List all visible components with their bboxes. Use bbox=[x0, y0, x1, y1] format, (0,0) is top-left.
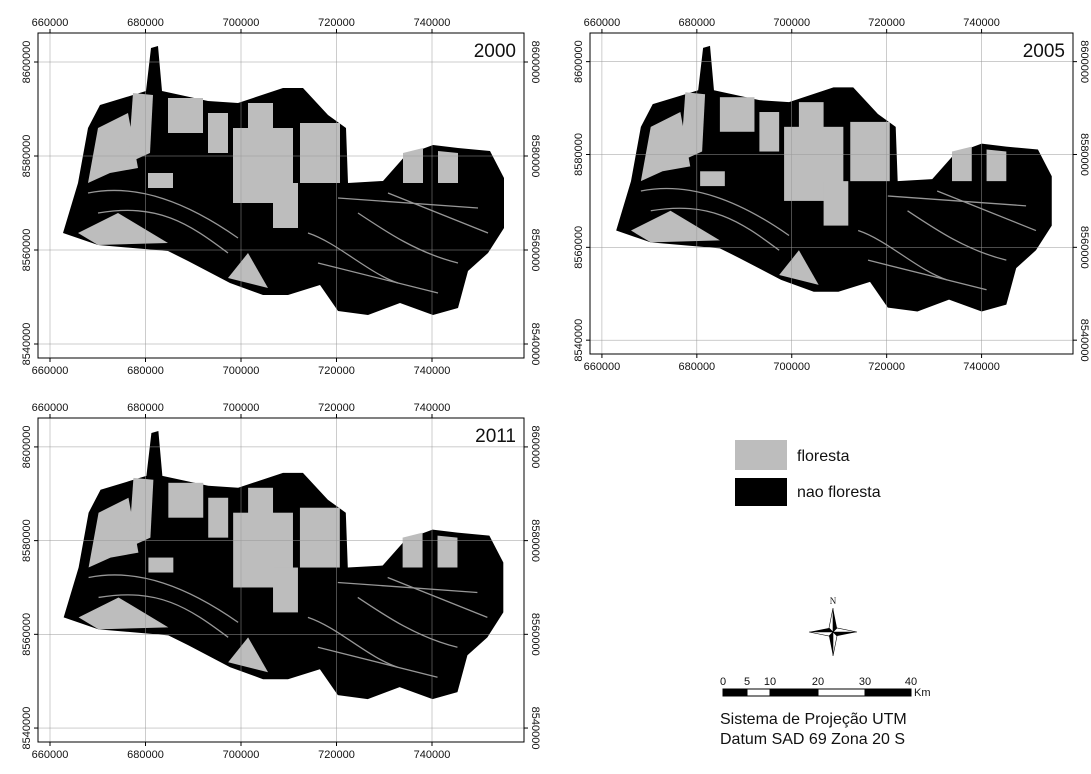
page: {"panels":[ {"year":"2000","x_ticks":["6… bbox=[0, 0, 1091, 774]
x-tick-label: 660000 bbox=[32, 402, 69, 414]
x-tick-label: 660000 bbox=[32, 749, 69, 761]
y-tick-label: 8540000 bbox=[573, 319, 585, 362]
x-tick-label: 680000 bbox=[678, 17, 715, 29]
y-tick-label: 8580000 bbox=[21, 135, 33, 178]
scale-label: 20 bbox=[812, 676, 824, 688]
y-tick-label: 8560000 bbox=[1078, 226, 1090, 269]
year-label: 2011 bbox=[475, 426, 516, 447]
y-tick-label: 8600000 bbox=[21, 41, 33, 84]
x-tick-label: 700000 bbox=[773, 17, 810, 29]
x-tick-label: 740000 bbox=[963, 17, 1000, 29]
x-tick-label: 680000 bbox=[127, 749, 164, 761]
y-tick-label: 8540000 bbox=[529, 707, 541, 750]
x-tick-label: 740000 bbox=[963, 361, 1000, 373]
x-tick-label: 660000 bbox=[584, 17, 621, 29]
year-label: 2000 bbox=[474, 41, 516, 62]
y-tick-label: 8580000 bbox=[529, 519, 541, 562]
map-panel: 660000 660000 680000 680000 700000 700000 7200… bbox=[573, 17, 1090, 373]
map-panel: 660000 660000 680000 680000 700000 700000 7200… bbox=[21, 17, 541, 377]
y-tick-label: 8540000 bbox=[1078, 319, 1090, 362]
x-tick-label: 700000 bbox=[223, 402, 260, 414]
y-tick-label: 8600000 bbox=[573, 40, 585, 83]
scale-label: 30 bbox=[859, 676, 871, 688]
legend-label: floresta bbox=[797, 448, 850, 465]
x-tick-label: 660000 bbox=[32, 17, 69, 29]
y-tick-label: 8600000 bbox=[21, 425, 33, 468]
x-tick-label: 700000 bbox=[223, 749, 260, 761]
y-tick-label: 8580000 bbox=[21, 519, 33, 562]
scale-label: 5 bbox=[744, 676, 750, 688]
x-tick-label: 660000 bbox=[584, 361, 621, 373]
scale-label: 10 bbox=[764, 676, 776, 688]
map-shape bbox=[64, 431, 504, 699]
y-tick-label: 8560000 bbox=[573, 226, 585, 269]
legend-swatch bbox=[735, 478, 787, 506]
y-tick-label: 8540000 bbox=[21, 707, 33, 750]
x-tick-label: 700000 bbox=[223, 365, 260, 377]
x-tick-label: 740000 bbox=[414, 17, 451, 29]
y-tick-label: 8580000 bbox=[573, 133, 585, 176]
y-tick-label: 8560000 bbox=[21, 613, 33, 656]
x-tick-label: 740000 bbox=[414, 402, 451, 414]
scale-bar bbox=[723, 689, 911, 696]
scale-label: 0 bbox=[720, 676, 726, 688]
figure: 660000 660000 680000 680000 700000 700000 7200… bbox=[0, 0, 1091, 769]
map-shape bbox=[616, 46, 1052, 312]
north-label: N bbox=[830, 596, 837, 606]
x-tick-label: 680000 bbox=[127, 17, 164, 29]
map-panel: 660000 660000 680000 680000 700000 700000 7200… bbox=[21, 402, 541, 761]
x-tick-label: 680000 bbox=[678, 361, 715, 373]
x-tick-label: 720000 bbox=[318, 17, 355, 29]
projection-text: Datum SAD 69 Zona 20 S bbox=[720, 731, 905, 748]
x-tick-label: 720000 bbox=[318, 749, 355, 761]
x-tick-label: 680000 bbox=[127, 402, 164, 414]
body: 660000 660000 680000 680000 700000 700000 7200… bbox=[0, 0, 1091, 774]
legend-label: nao floresta bbox=[797, 484, 881, 501]
y-tick-label: 8540000 bbox=[529, 323, 541, 366]
x-tick-label: 740000 bbox=[414, 749, 451, 761]
x-tick-label: 720000 bbox=[318, 365, 355, 377]
y-tick-label: 8560000 bbox=[529, 229, 541, 272]
y-tick-label: 8540000 bbox=[21, 323, 33, 366]
x-tick-label: 660000 bbox=[32, 365, 69, 377]
y-tick-label: 8560000 bbox=[21, 229, 33, 272]
y-tick-label: 8560000 bbox=[529, 613, 541, 656]
year-label: 2005 bbox=[1023, 41, 1065, 62]
legend-swatch bbox=[735, 440, 787, 470]
x-tick-label: 720000 bbox=[868, 361, 905, 373]
x-tick-label: 720000 bbox=[868, 17, 905, 29]
scale-unit: Km bbox=[914, 687, 931, 699]
map-shape bbox=[63, 46, 504, 315]
y-tick-label: 8600000 bbox=[529, 41, 541, 84]
north-arrow bbox=[809, 608, 857, 656]
y-tick-label: 8600000 bbox=[1078, 40, 1090, 83]
projection-text: Sistema de Projeção UTM bbox=[720, 711, 907, 728]
x-tick-label: 700000 bbox=[223, 17, 260, 29]
x-tick-label: 740000 bbox=[414, 365, 451, 377]
x-tick-label: 680000 bbox=[127, 365, 164, 377]
x-tick-label: 700000 bbox=[773, 361, 810, 373]
x-tick-label: 720000 bbox=[318, 402, 355, 414]
y-tick-label: 8600000 bbox=[529, 425, 541, 468]
y-tick-label: 8580000 bbox=[1078, 133, 1090, 176]
y-tick-label: 8580000 bbox=[529, 135, 541, 178]
